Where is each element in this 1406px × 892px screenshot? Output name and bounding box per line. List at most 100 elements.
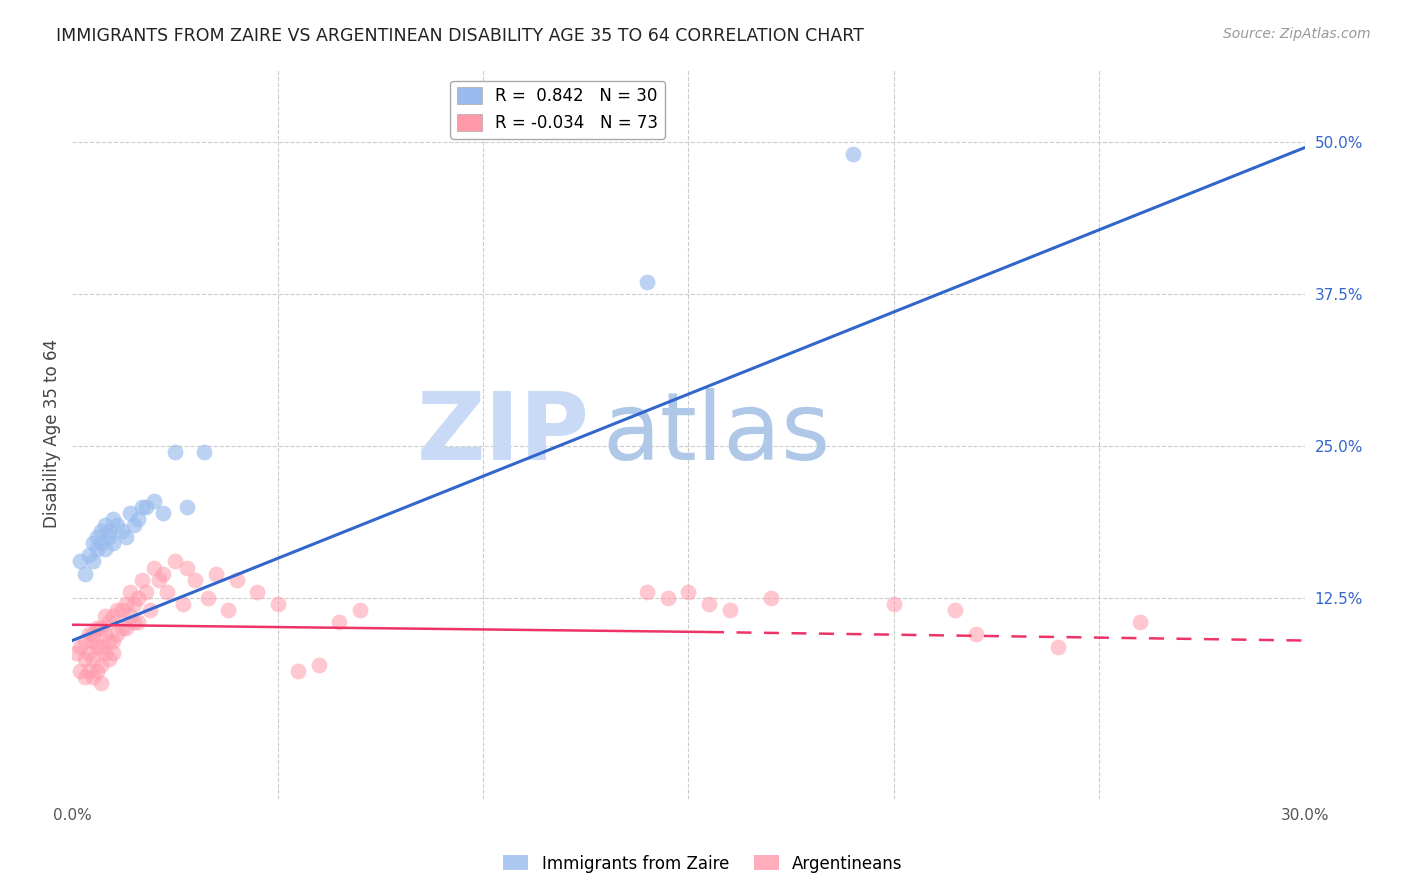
Point <box>143 493 166 508</box>
Point <box>118 585 141 599</box>
Point <box>69 640 91 654</box>
Point <box>127 512 149 526</box>
Point <box>86 640 108 654</box>
Point <box>82 554 104 568</box>
Point <box>152 566 174 581</box>
Point <box>328 615 350 630</box>
Text: Source: ZipAtlas.com: Source: ZipAtlas.com <box>1223 27 1371 41</box>
Point <box>94 542 117 557</box>
Point <box>152 506 174 520</box>
Point <box>308 657 330 672</box>
Point <box>266 597 288 611</box>
Point <box>349 603 371 617</box>
Point <box>163 445 186 459</box>
Point <box>103 646 125 660</box>
Point <box>193 445 215 459</box>
Point <box>82 652 104 666</box>
Point <box>86 530 108 544</box>
Point <box>135 585 157 599</box>
Point <box>945 603 967 617</box>
Point <box>103 633 125 648</box>
Point <box>122 597 145 611</box>
Point <box>90 536 112 550</box>
Point <box>77 646 100 660</box>
Point <box>94 646 117 660</box>
Point <box>94 517 117 532</box>
Point <box>103 609 125 624</box>
Point <box>678 585 700 599</box>
Point <box>759 591 782 605</box>
Point <box>217 603 239 617</box>
Point <box>965 627 987 641</box>
Point <box>82 633 104 648</box>
Point <box>718 603 741 617</box>
Point <box>73 670 96 684</box>
Point <box>114 530 136 544</box>
Point <box>143 560 166 574</box>
Point <box>77 549 100 563</box>
Point <box>90 524 112 538</box>
Point <box>73 566 96 581</box>
Point <box>82 670 104 684</box>
Point <box>697 597 720 611</box>
Point <box>77 627 100 641</box>
Y-axis label: Disability Age 35 to 64: Disability Age 35 to 64 <box>44 339 60 528</box>
Point <box>98 615 121 630</box>
Text: atlas: atlas <box>602 388 831 480</box>
Point <box>82 536 104 550</box>
Point <box>90 640 112 654</box>
Point <box>127 591 149 605</box>
Point <box>110 603 132 617</box>
Point <box>98 530 121 544</box>
Point <box>118 506 141 520</box>
Point <box>118 609 141 624</box>
Point <box>82 627 104 641</box>
Text: ZIP: ZIP <box>418 388 591 480</box>
Point <box>197 591 219 605</box>
Point <box>114 621 136 635</box>
Point <box>842 146 865 161</box>
Point <box>225 573 247 587</box>
Legend: Immigrants from Zaire, Argentineans: Immigrants from Zaire, Argentineans <box>496 848 910 880</box>
Point <box>172 597 194 611</box>
Point <box>135 500 157 514</box>
Point <box>163 554 186 568</box>
Point <box>77 664 100 678</box>
Point <box>103 536 125 550</box>
Point <box>131 500 153 514</box>
Point <box>107 517 129 532</box>
Point <box>287 664 309 678</box>
Point <box>176 500 198 514</box>
Point <box>90 657 112 672</box>
Point <box>176 560 198 574</box>
Point <box>246 585 269 599</box>
Text: IMMIGRANTS FROM ZAIRE VS ARGENTINEAN DISABILITY AGE 35 TO 64 CORRELATION CHART: IMMIGRANTS FROM ZAIRE VS ARGENTINEAN DIS… <box>56 27 865 45</box>
Point <box>69 664 91 678</box>
Point <box>657 591 679 605</box>
Point <box>184 573 207 587</box>
Point <box>107 603 129 617</box>
Point <box>114 597 136 611</box>
Point <box>1129 615 1152 630</box>
Point <box>94 609 117 624</box>
Point <box>94 627 117 641</box>
Point <box>122 615 145 630</box>
Point <box>98 652 121 666</box>
Point <box>86 542 108 557</box>
Point <box>883 597 905 611</box>
Point <box>127 615 149 630</box>
Point <box>122 517 145 532</box>
Point <box>139 603 162 617</box>
Point <box>90 676 112 690</box>
Point <box>103 512 125 526</box>
Point <box>65 646 87 660</box>
Point <box>73 633 96 648</box>
Point <box>636 585 658 599</box>
Point <box>86 621 108 635</box>
Point <box>107 627 129 641</box>
Point <box>1047 640 1070 654</box>
Point <box>156 585 179 599</box>
Point <box>110 621 132 635</box>
Legend: R =  0.842   N = 30, R = -0.034   N = 73: R = 0.842 N = 30, R = -0.034 N = 73 <box>450 80 665 138</box>
Point <box>98 524 121 538</box>
